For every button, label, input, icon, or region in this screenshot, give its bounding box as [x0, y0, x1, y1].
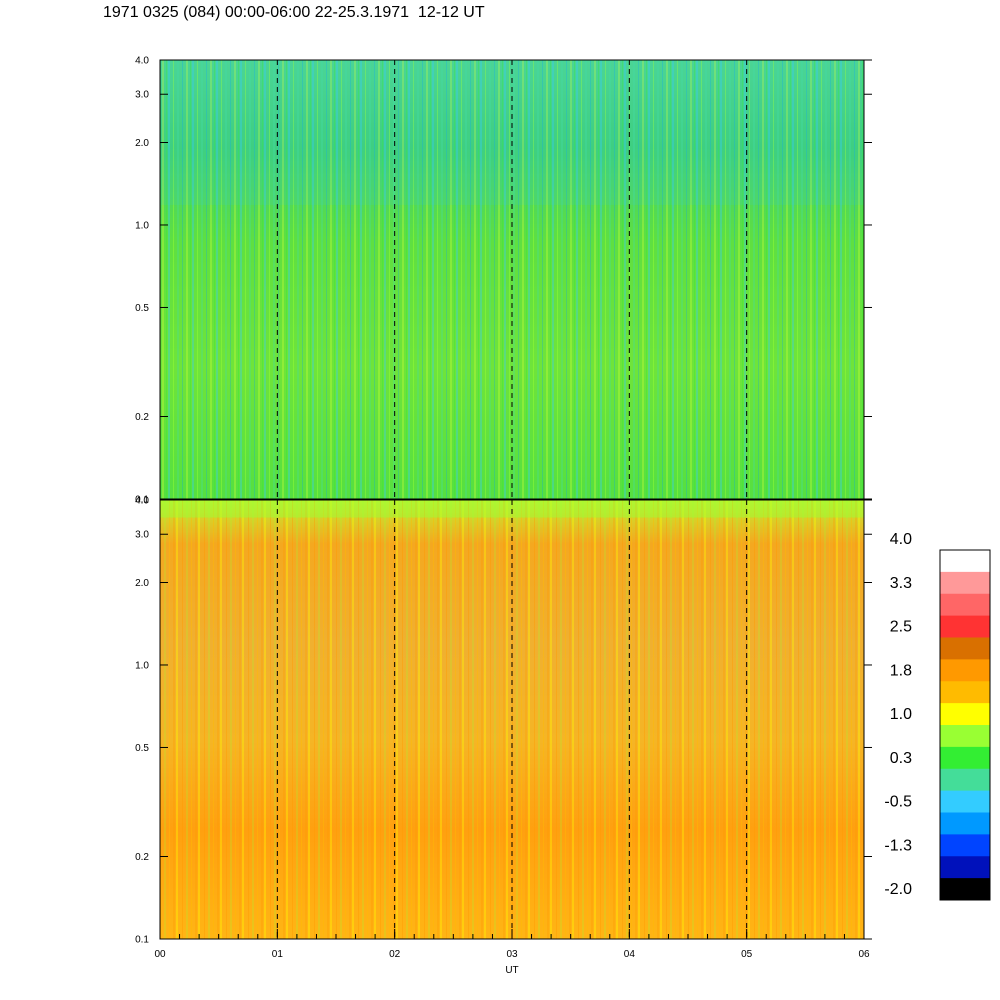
colorbar-swatch — [940, 637, 990, 660]
lower-y-tick-label: 3.0 — [135, 530, 149, 541]
colorbar-label: 1.0 — [890, 706, 912, 723]
upper-y-tick-label: 3.0 — [135, 90, 149, 101]
colorbar-swatch — [940, 593, 990, 617]
upper-y-tick-label: 1.0 — [135, 220, 149, 231]
x-tick-label: 03 — [506, 949, 518, 960]
x-tick-label: 01 — [272, 949, 284, 960]
upper-y-tick-label: 0.1 — [135, 495, 149, 506]
colorbar-label: 4.0 — [890, 531, 912, 548]
chart-title: 1971 0325 (084) 00:00-06:00 22-25.3.1971… — [103, 4, 485, 21]
upper-y-tick-label: 2.0 — [135, 138, 149, 149]
colorbar-swatch — [940, 703, 990, 726]
colorbar-frame — [939, 549, 991, 901]
colorbar-swatch — [940, 856, 990, 879]
lower-y-tick-label: 2.0 — [135, 578, 149, 589]
colorbar-swatch — [940, 834, 990, 857]
upper-y-tick-label: 4.0 — [135, 56, 149, 67]
x-tick-label: 06 — [858, 949, 870, 960]
upper-y-tick-label: 0.2 — [135, 412, 149, 423]
colorbar-label: 0.3 — [890, 750, 912, 767]
lower-panel-green-fringe — [160, 500, 864, 518]
colorbar-swatch — [940, 878, 990, 901]
colorbar-swatch — [940, 768, 990, 792]
colorbar-label: -1.3 — [884, 837, 912, 854]
lower-y-tick-label: 0.5 — [135, 743, 149, 754]
colorbar-swatch — [940, 615, 990, 638]
colorbar-swatch — [940, 790, 990, 813]
colorbar-label: -0.5 — [884, 794, 912, 811]
x-tick-label: 05 — [741, 949, 753, 960]
colorbar-swatch — [940, 659, 990, 682]
x-tick-label: 00 — [154, 949, 166, 960]
colorbar-label: 1.8 — [890, 662, 912, 679]
colorbar-swatch — [940, 550, 990, 573]
x-tick-label: 02 — [389, 949, 401, 960]
colorbar-swatch — [940, 681, 990, 704]
colorbar-swatch — [940, 746, 990, 770]
x-axis-label: UT — [505, 965, 518, 976]
colorbar-swatch — [940, 571, 990, 595]
colorbar-swatch — [940, 812, 990, 835]
x-tick-label: 04 — [624, 949, 636, 960]
colorbar-label: 2.5 — [890, 619, 912, 636]
colorbar-label: 3.3 — [890, 575, 912, 592]
lower-y-tick-label: 0.2 — [135, 852, 149, 863]
lower-y-tick-label: 1.0 — [135, 660, 149, 671]
colorbar-swatch — [940, 725, 990, 748]
upper-y-tick-label: 0.5 — [135, 303, 149, 314]
lower-y-tick-label: 4.0 — [135, 496, 149, 507]
lower-y-tick-label: 0.1 — [135, 935, 149, 946]
colorbar-label: -2.0 — [884, 881, 912, 898]
